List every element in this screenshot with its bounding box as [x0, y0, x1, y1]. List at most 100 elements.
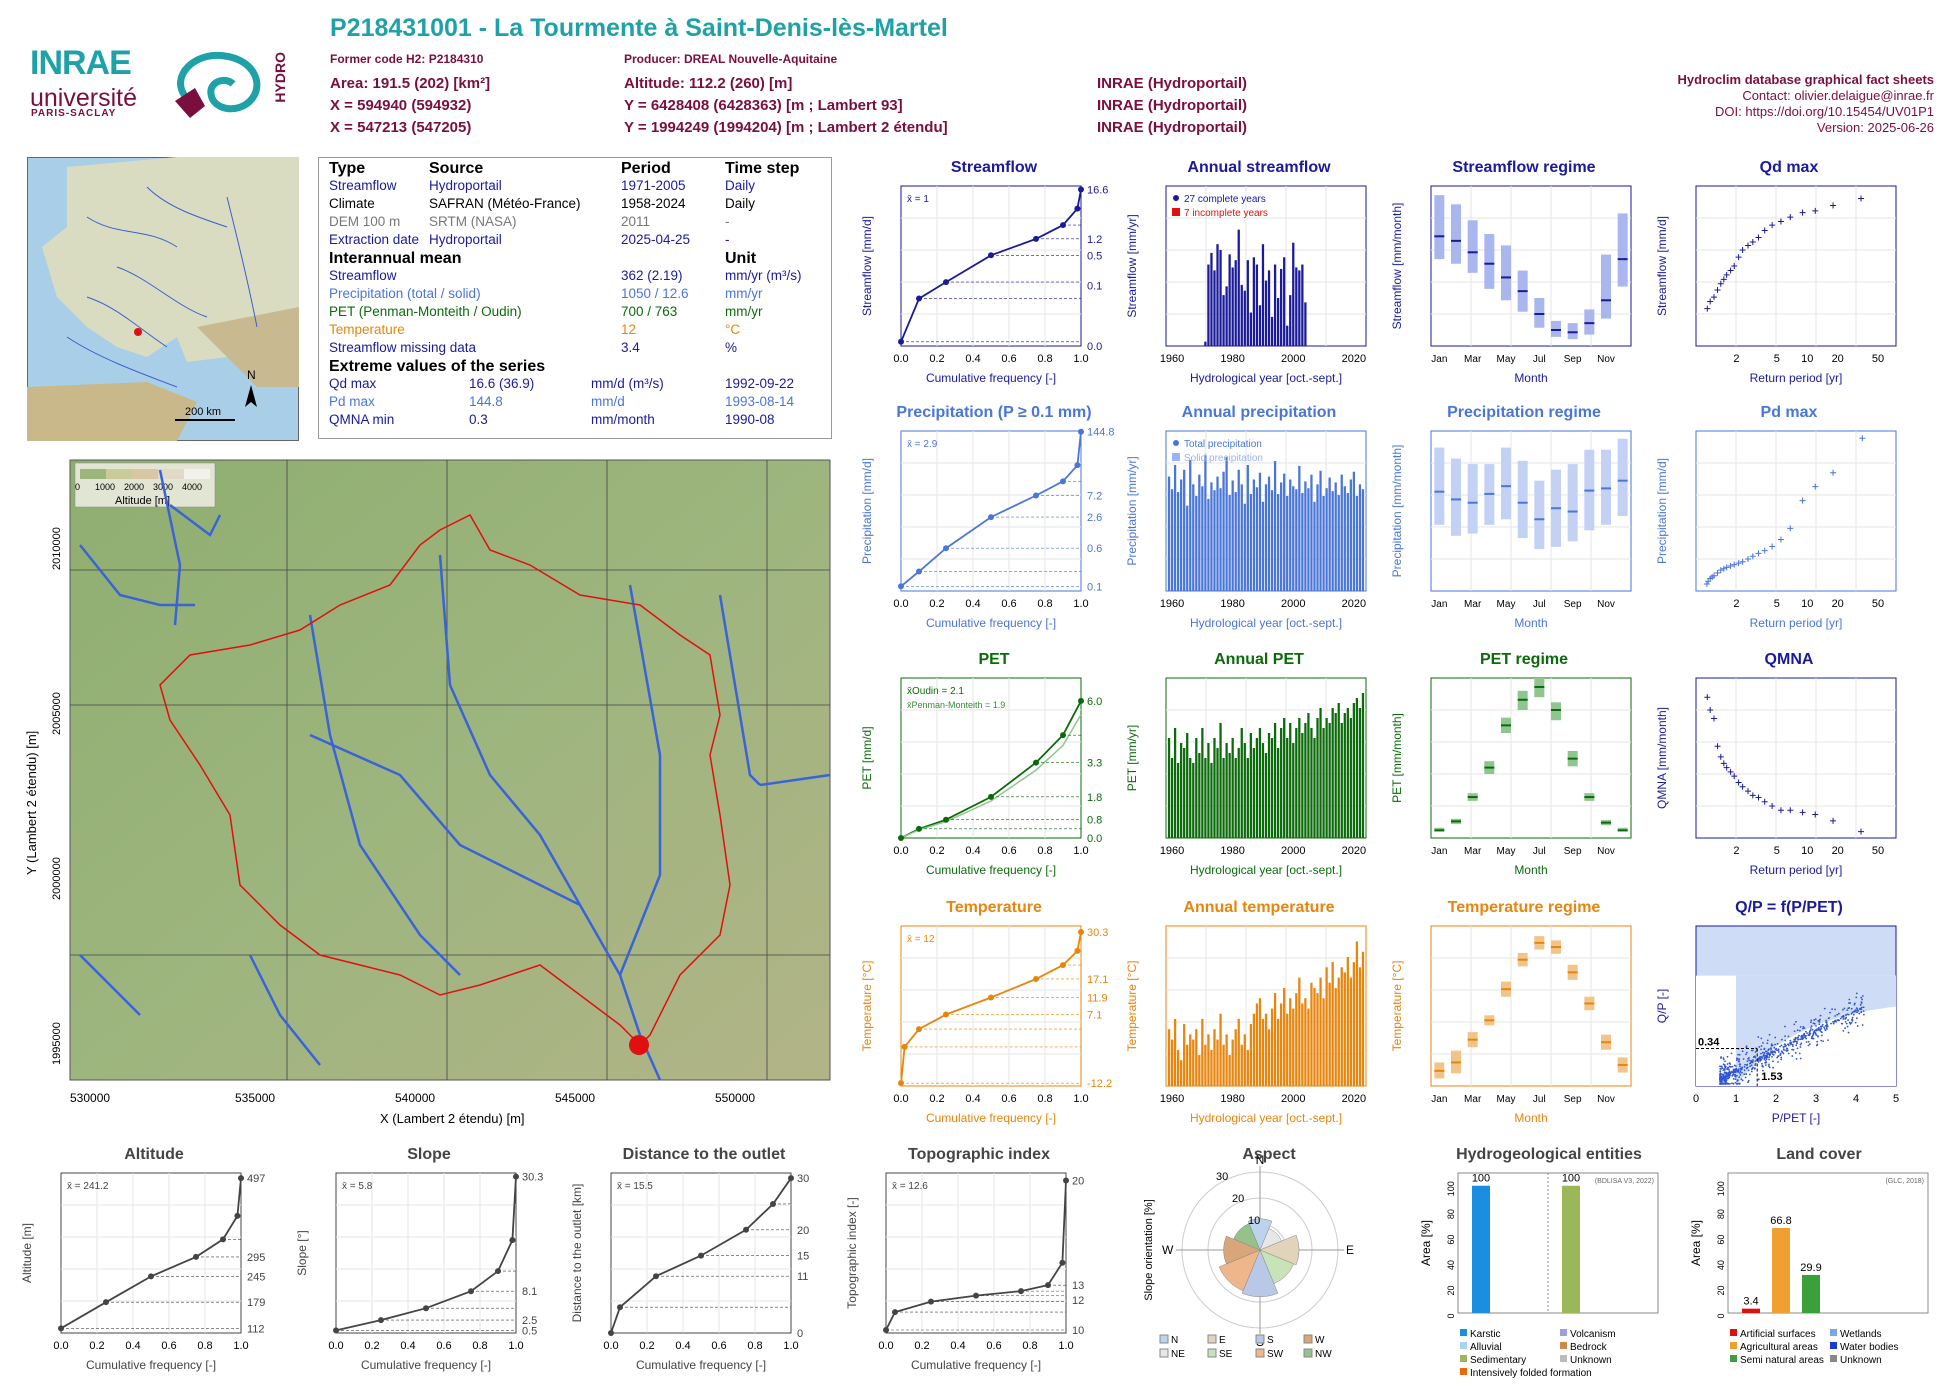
- data-point: [1742, 1058, 1745, 1060]
- data-point: [1795, 1020, 1797, 1023]
- data-point: [1731, 1074, 1734, 1077]
- legend-label: Water bodies: [1840, 1342, 1899, 1353]
- bar: [1325, 488, 1328, 591]
- data-point: [1835, 1020, 1837, 1023]
- y-axis-label: Temperature [°C]: [860, 961, 874, 1052]
- data-point: [1796, 1029, 1799, 1032]
- chart-pet: PET 6.0 3.3 1.8 0.8 0.0 0.0 0.2 0.4 0.6 0.8 1.0 x̄Ou…: [860, 651, 1102, 877]
- data-point: [1789, 1039, 1792, 1042]
- data-point: [1741, 1079, 1744, 1082]
- y-axis-label: Area [%]: [1419, 1220, 1433, 1266]
- contact[interactable]: Contact: olivier.delaigue@inrae.fr: [1742, 88, 1934, 103]
- data-point: [1810, 1027, 1812, 1029]
- data-point: [1771, 1056, 1773, 1058]
- right-tick-label: 0.1: [1087, 281, 1102, 293]
- chart-streamflow: Streamflow 16.6 1.2 0.5 0.1 0.0 0.0 0.2 0.4 0.6 0.…: [860, 159, 1108, 385]
- data-point: [1819, 1029, 1822, 1032]
- unit-title: Unit: [725, 250, 757, 267]
- data-point: [1761, 547, 1768, 554]
- data-point: [1750, 1070, 1753, 1073]
- chart-title: Annual precipitation: [1182, 404, 1337, 421]
- data-point: [1717, 567, 1724, 574]
- bar: [1355, 941, 1359, 1086]
- chart-title: Land cover: [1776, 1146, 1861, 1163]
- data-point: [1820, 1039, 1823, 1042]
- data-point: [1750, 1064, 1753, 1067]
- bar: [1267, 270, 1271, 346]
- doi[interactable]: DOI: https://doi.org/10.15454/UV01P1: [1715, 104, 1934, 119]
- plot-area: [900, 185, 1082, 347]
- right-tick-label: 112: [247, 1323, 265, 1335]
- direction-label: N: [1256, 1153, 1265, 1167]
- bar: [1352, 703, 1356, 838]
- bar: [1298, 718, 1301, 838]
- data-point: [1766, 1042, 1769, 1045]
- plot-area: [1695, 430, 1897, 592]
- data-point: [1761, 798, 1768, 805]
- data-point: [1735, 560, 1742, 567]
- plot-area: [900, 925, 1082, 1087]
- data-point: [1703, 581, 1710, 588]
- bar: [1742, 1308, 1760, 1313]
- x-lambert2: X = 547213 (547205): [330, 119, 472, 136]
- data-point: [1768, 1033, 1771, 1036]
- data-point: [1822, 1040, 1825, 1043]
- bar: [1301, 733, 1304, 838]
- x-tick-label: 0.6: [711, 1340, 726, 1352]
- bar: [1228, 254, 1231, 346]
- chart-title: Altitude: [124, 1146, 184, 1163]
- data-point: [1767, 1065, 1770, 1067]
- x-tick-label: 2: [1773, 1093, 1779, 1105]
- data-point: [1711, 715, 1718, 722]
- data-point: [1792, 1048, 1795, 1051]
- bar: [1183, 1024, 1186, 1086]
- data-point: [1820, 1031, 1823, 1034]
- data-point: [788, 1175, 794, 1182]
- plot-area: [1430, 677, 1632, 839]
- bar: [1358, 484, 1362, 591]
- y-axis-label: PET [mm/month]: [1390, 713, 1404, 803]
- plot-area: [900, 430, 1082, 592]
- data-point: [1761, 1051, 1764, 1054]
- x-tick-label: Mar: [1464, 599, 1482, 610]
- bar: [1167, 1029, 1171, 1086]
- bar: [1167, 476, 1171, 591]
- data-point: [1777, 1055, 1779, 1058]
- bar: [1176, 492, 1180, 591]
- bar: [1270, 490, 1274, 591]
- data-point: [1757, 1036, 1760, 1038]
- data-point: [1830, 202, 1837, 209]
- x-tick-label: 0.8: [197, 1340, 212, 1352]
- data-point: [901, 1043, 908, 1050]
- bar: [1298, 270, 1301, 346]
- data-point: [1780, 1058, 1783, 1061]
- chart-annual_precipitation: Annual precipitation 1960 1980 2000 2020 Tota…: [1125, 404, 1367, 630]
- bar: [1343, 486, 1346, 591]
- y-axis-label: Topographic index [-]: [845, 1197, 859, 1308]
- x-tick-label: 0.6: [161, 1340, 176, 1352]
- data-point: [1727, 562, 1734, 569]
- bar: [1280, 1003, 1283, 1086]
- right-tick-label: 11.9: [1087, 992, 1108, 1004]
- x-axis-label: Cumulative frequency [-]: [636, 1358, 766, 1372]
- data-point: [513, 1173, 519, 1180]
- data-point: [1728, 1076, 1731, 1079]
- x-tick-label: 2: [1733, 353, 1739, 365]
- plot-area: [1727, 1172, 1929, 1314]
- data-point: [1744, 1063, 1746, 1066]
- data-point: [1730, 1071, 1733, 1074]
- data-point: [1803, 1036, 1806, 1038]
- y-axis-label: Precipitation [mm/d]: [860, 458, 874, 564]
- data-point: [1777, 536, 1784, 543]
- data-point: [1844, 1020, 1847, 1023]
- legend-tick: 0: [75, 482, 80, 492]
- bar: [1472, 1185, 1490, 1313]
- data-point: [1821, 1023, 1824, 1026]
- mean-label: x̄ = 2.9: [907, 439, 938, 450]
- data-point: [1736, 1057, 1738, 1060]
- x-tick-label: Mar: [1464, 1094, 1482, 1105]
- x-tick-label: 0.0: [893, 353, 908, 365]
- data-point: [1799, 209, 1806, 216]
- chart-precipitation: Precipitation (P ≥ 0.1 mm) 144.8 7.2 2.6 0.6…: [860, 404, 1115, 630]
- data-point: [1777, 218, 1784, 225]
